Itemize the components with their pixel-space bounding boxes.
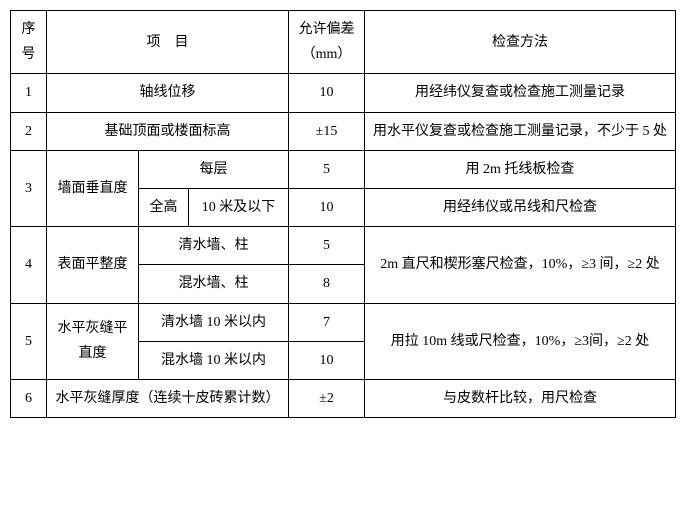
cell-seq: 5 [11, 303, 47, 379]
table-row: 6 水平灰缝厚度（连续十皮砖累计数） ±2 与皮数杆比较，用尺检查 [11, 379, 676, 417]
cell-method: 用拉 10m 线或尺检查，10%，≥3间，≥2 处 [365, 303, 676, 379]
cell-method: 用经纬仪复查或检查施工测量记录 [365, 74, 676, 112]
cell-tol: 7 [289, 303, 365, 341]
cell-item: 基础顶面或楼面标高 [47, 112, 289, 150]
cell-subitem: 清水墙 10 米以内 [139, 303, 289, 341]
cell-item: 水平灰缝厚度（连续十皮砖累计数） [47, 379, 289, 417]
cell-tol: 8 [289, 265, 365, 303]
cell-method: 2m 直尺和楔形塞尺检查，10%，≥3 间，≥2 处 [365, 227, 676, 303]
cell-subitem-b: 10 米及以下 [189, 188, 289, 226]
cell-method: 用水平仪复查或检查施工测量记录，不少于 5 处 [365, 112, 676, 150]
tolerance-table: 序号 项 目 允许偏差（mm） 检查方法 1 轴线位移 10 用经纬仪复查或检查… [10, 10, 676, 418]
cell-method: 用经纬仪或吊线和尺检查 [365, 188, 676, 226]
cell-tol: ±2 [289, 379, 365, 417]
header-tolerance: 允许偏差（mm） [289, 11, 365, 74]
cell-subitem: 混水墙、柱 [139, 265, 289, 303]
table-row: 1 轴线位移 10 用经纬仪复查或检查施工测量记录 [11, 74, 676, 112]
cell-tol: 5 [289, 150, 365, 188]
table-header-row: 序号 项 目 允许偏差（mm） 检查方法 [11, 11, 676, 74]
header-item: 项 目 [47, 11, 289, 74]
cell-seq: 3 [11, 150, 47, 226]
table-row: 4 表面平整度 清水墙、柱 5 2m 直尺和楔形塞尺检查，10%，≥3 间，≥2… [11, 227, 676, 265]
cell-item: 表面平整度 [47, 227, 139, 303]
header-method: 检查方法 [365, 11, 676, 74]
cell-subitem: 每层 [139, 150, 289, 188]
cell-tol: 10 [289, 74, 365, 112]
cell-method: 与皮数杆比较，用尺检查 [365, 379, 676, 417]
cell-tol: ±15 [289, 112, 365, 150]
table-row: 2 基础顶面或楼面标高 ±15 用水平仪复查或检查施工测量记录，不少于 5 处 [11, 112, 676, 150]
cell-seq: 1 [11, 74, 47, 112]
cell-subitem: 清水墙、柱 [139, 227, 289, 265]
cell-item: 轴线位移 [47, 74, 289, 112]
table-row: 5 水平灰缝平直度 清水墙 10 米以内 7 用拉 10m 线或尺检查，10%，… [11, 303, 676, 341]
cell-subitem-a: 全高 [139, 188, 189, 226]
cell-seq: 2 [11, 112, 47, 150]
cell-subitem: 混水墙 10 米以内 [139, 341, 289, 379]
cell-method: 用 2m 托线板检查 [365, 150, 676, 188]
cell-item: 墙面垂直度 [47, 150, 139, 226]
cell-tol: 5 [289, 227, 365, 265]
cell-tol: 10 [289, 341, 365, 379]
table-row: 3 墙面垂直度 每层 5 用 2m 托线板检查 [11, 150, 676, 188]
cell-seq: 4 [11, 227, 47, 303]
cell-seq: 6 [11, 379, 47, 417]
cell-tol: 10 [289, 188, 365, 226]
header-seq: 序号 [11, 11, 47, 74]
cell-item: 水平灰缝平直度 [47, 303, 139, 379]
